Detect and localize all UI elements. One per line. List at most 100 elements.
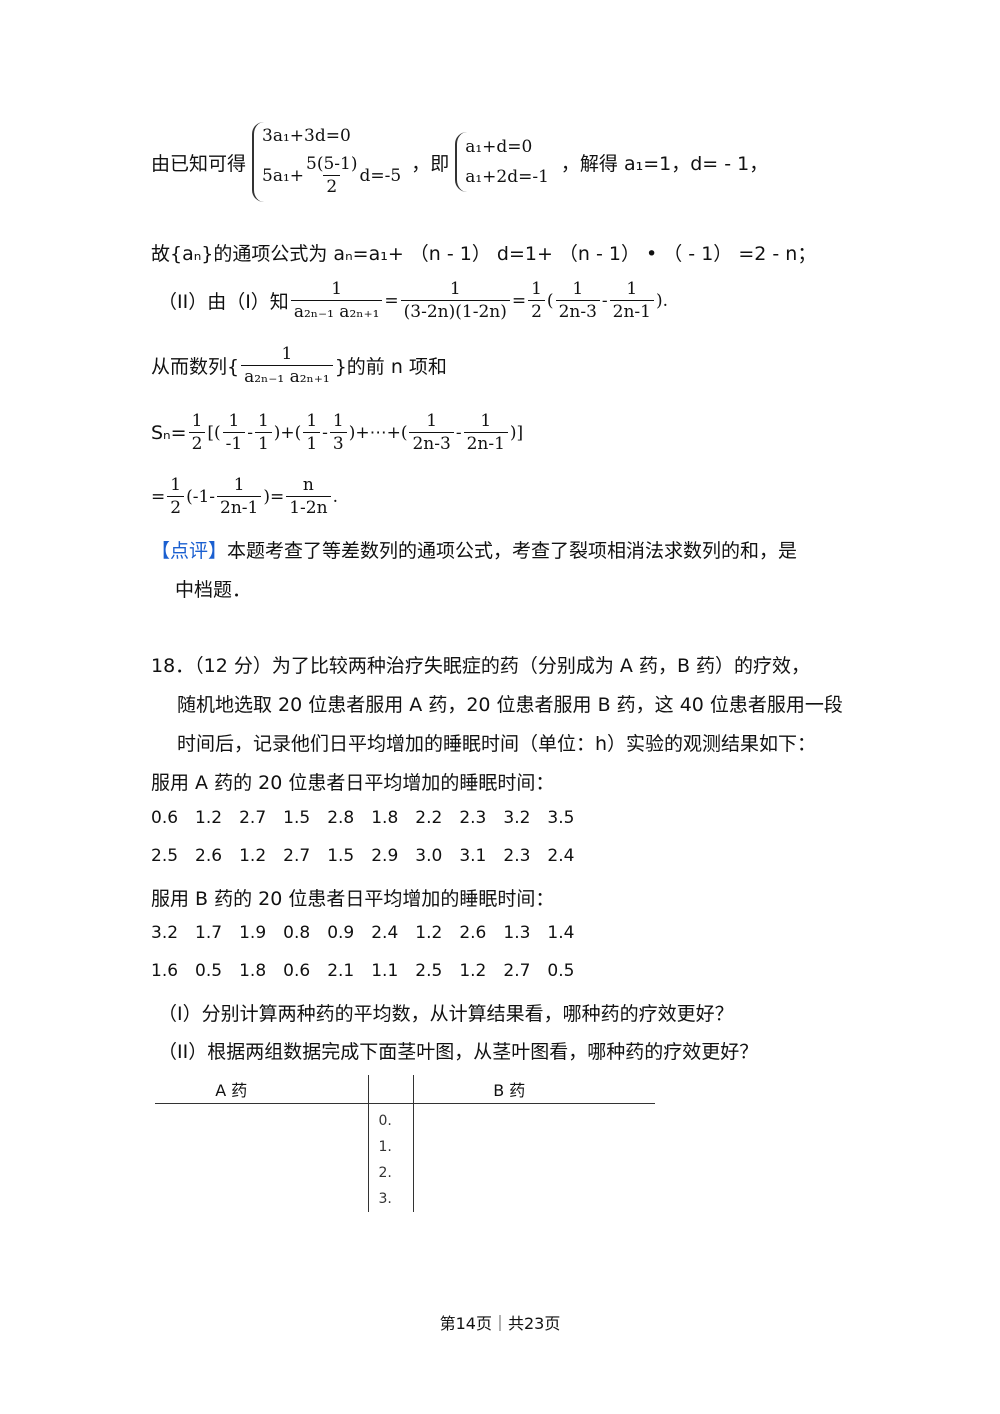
text: - [322, 422, 328, 443]
numerator: 1 [531, 279, 542, 299]
equation: 3a₁+3d=0 [262, 125, 351, 146]
numerator: 1 [449, 279, 461, 299]
stem: 2. [378, 1164, 392, 1181]
denominator: (3-2n)(1-2n) [400, 300, 510, 323]
question-18-line: 18．（12 分）为了比较两种治疗失眠症的药（分别成为 A 药，B 药）的疗效， [151, 655, 811, 677]
page-footer: 第14页｜共23页 [439, 1314, 561, 1333]
text: - [247, 422, 253, 443]
drug-b-row-1: 3.2 1.7 1.9 0.8 0.9 2.4 1.2 2.6 1.3 1.4 [151, 923, 591, 943]
drug-a-title: 服用 A 药的 20 位患者日平均增加的睡眠时间： [151, 772, 555, 794]
denominator: 2n-1 [463, 432, 508, 455]
value: 1.7 [195, 923, 223, 943]
text: )] [509, 422, 524, 443]
text: }的前 n 项和 [334, 356, 447, 378]
text: 5a₁+ [262, 165, 305, 186]
comment-text: 中档题． [175, 579, 252, 601]
denominator: 1 [303, 432, 321, 455]
text: ). [655, 290, 669, 311]
value: 3.0 [415, 846, 443, 866]
fraction: n 1-2n [286, 474, 331, 519]
text: [( [207, 422, 221, 443]
value: 0.6 [151, 808, 179, 828]
value: 1.5 [327, 846, 355, 866]
value: 2.5 [151, 846, 179, 866]
value: 1.1 [371, 961, 399, 981]
numerator: 1 [331, 279, 343, 299]
text: - [455, 422, 462, 443]
value: 1.3 [503, 923, 531, 943]
value: 0.9 [327, 923, 355, 943]
denominator: a₂ₙ₋₁ a₂ₙ₊₁ [241, 365, 333, 388]
fraction: 1 2n-1 [217, 474, 262, 519]
numerator: 1 [257, 411, 269, 431]
comment-text: 本题考查了等差数列的通项公式，考查了裂项相消法求数列的和，是 [227, 540, 798, 562]
equation: a₁+d=0 [465, 137, 533, 157]
numerator: 1 [233, 475, 245, 495]
value: 1.2 [459, 961, 487, 981]
stem: 3. [378, 1190, 392, 1207]
header-b: B 药 [413, 1075, 655, 1104]
value: 1.2 [195, 808, 223, 828]
text: = [151, 486, 166, 507]
value: 2.2 [415, 808, 443, 828]
equation-system-2: a₁+d=0 a₁+2d=-1 [455, 132, 549, 192]
value: 2.3 [459, 808, 487, 828]
fraction: 1 2n-3 [409, 410, 454, 455]
value: 3.1 [459, 846, 487, 866]
numerator: n [302, 475, 314, 495]
text: )= [263, 486, 285, 507]
comment: 【点评】 本题考查了等差数列的通项公式，考查了裂项相消法求数列的和，是 [151, 536, 797, 563]
value: 2.8 [327, 808, 355, 828]
drug-b-row-2: 1.6 0.5 1.8 0.6 2.1 1.1 2.5 1.2 2.7 0.5 [151, 961, 591, 981]
fraction: 1 2n-3 [555, 278, 600, 323]
value: 0.8 [283, 923, 311, 943]
value: 2.7 [503, 961, 531, 981]
text: 从而数列{ [151, 356, 240, 378]
text: ，即 [411, 152, 450, 175]
solution-line-1: 由已知可得 3a₁+3d=0 5a₁+ 5(5-1) 2 d=-5 ，即 a₁+d=0… [151, 122, 768, 202]
value: 2.6 [195, 846, 223, 866]
equation: a₁+2d=-1 [465, 167, 549, 187]
solution-line-4: 从而数列{ 1 a₂ₙ₋₁ a₂ₙ₊₁ }的前 n 项和 [151, 343, 447, 388]
text: ( [546, 290, 554, 311]
numerator: 1 [281, 344, 293, 364]
stem: 0. [378, 1112, 392, 1129]
value: 0.5 [547, 961, 575, 981]
denominator: 1 [254, 432, 272, 455]
text: = [511, 290, 527, 311]
stem: 1. [378, 1138, 392, 1155]
value: 1.2 [415, 923, 443, 943]
text: = [384, 290, 399, 311]
drug-b-title: 服用 B 药的 20 位患者日平均增加的睡眠时间： [151, 888, 555, 910]
question-part-1: （I）分别计算两种药的平均数，从计算结果看，哪种药的疗效更好？ [158, 1003, 734, 1025]
solution-line-3: （II）由（I）知 1 a₂ₙ₋₁ a₂ₙ₊₁ = 1 (3-2n)(1-2n) =… [158, 278, 668, 323]
numerator: 1 [191, 411, 203, 431]
fraction: 1 2n-1 [463, 410, 508, 455]
value: 2.6 [459, 923, 487, 943]
stem-leaf-table: A 药 B 药 0. 1. 2. 3. [155, 1075, 655, 1212]
drug-a-row-2: 2.5 2.6 1.2 2.7 1.5 2.9 3.0 3.1 2.3 2.4 [151, 846, 591, 866]
value: 2.3 [503, 846, 531, 866]
value: 1.2 [239, 846, 267, 866]
denominator: 2 [528, 300, 545, 323]
header-a: A 药 [155, 1075, 369, 1104]
value: 2.7 [239, 808, 267, 828]
numerator: 1 [572, 279, 584, 299]
value: 1.8 [371, 808, 399, 828]
denominator: -1 [222, 432, 246, 455]
text: (-1- [186, 486, 216, 507]
solution-line-2: 故{aₙ}的通项公式为 aₙ=a₁+ （n - 1） d=1+ （n - 1） … [151, 243, 817, 265]
value: 1.6 [151, 961, 179, 981]
denominator: 2n-3 [555, 300, 600, 323]
numerator: 1 [170, 475, 182, 495]
fraction: 1 a₂ₙ₋₁ a₂ₙ₊₁ [241, 343, 333, 388]
value: 0.5 [195, 961, 223, 981]
numerator: 1 [332, 411, 344, 431]
denominator: a₂ₙ₋₁ a₂ₙ₊₁ [290, 300, 383, 323]
